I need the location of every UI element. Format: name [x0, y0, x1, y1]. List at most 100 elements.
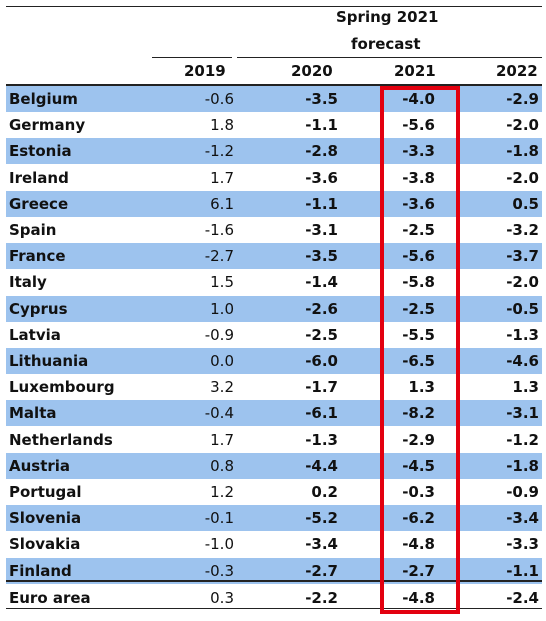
value-2021: -3.8	[402, 168, 435, 187]
value-2019: -0.9	[204, 325, 234, 344]
country-name: Latvia	[9, 325, 61, 344]
value-2020: -6.1	[305, 404, 338, 423]
value-2021: -3.6	[402, 194, 435, 213]
table-row: Germany 1.8 -1.1 -5.6 -2.0	[6, 112, 542, 138]
country-name: Luxembourg	[9, 378, 115, 397]
value-2021: -5.8	[402, 273, 435, 292]
table-row: Cyprus 1.0 -2.6 -2.5 -0.5	[6, 295, 542, 322]
value-2020: -1.1	[305, 194, 338, 213]
forecast-label-line2: forecast	[351, 35, 421, 53]
col-header-2021: 2021	[394, 62, 436, 80]
value-2020: -6.0	[305, 352, 338, 370]
country-name: Estonia	[9, 142, 72, 161]
country-name: Netherlands	[9, 430, 113, 449]
value-2019: 1.5	[210, 273, 234, 292]
value-2021: -3.3	[402, 142, 435, 161]
value-2022: -2.9	[506, 90, 539, 108]
bottom-rule	[6, 608, 542, 609]
value-2020: -1.4	[305, 273, 338, 292]
value-2020: -1.7	[305, 378, 338, 397]
value-2019: 0.3	[210, 588, 234, 607]
country-name: France	[9, 247, 66, 266]
table-row: Malta -0.4 -6.1 -8.2 -3.1	[6, 400, 542, 427]
value-2019: 1.0	[210, 299, 234, 318]
value-2021: -4.5	[402, 456, 435, 475]
value-2020: -1.1	[305, 116, 338, 135]
value-2020: -2.7	[305, 561, 338, 580]
col-header-2020: 2020	[291, 62, 333, 80]
country-name: Cyprus	[9, 299, 68, 318]
value-2020: 0.2	[311, 483, 338, 501]
value-2020: -3.1	[305, 221, 338, 239]
table-row: Finland -0.3 -2.7 -2.7 -1.1	[6, 557, 542, 584]
table-row: Greece 6.1 -1.1 -3.6 0.5	[6, 190, 542, 217]
table-row: Ireland 1.7 -3.6 -3.8 -2.0	[6, 165, 542, 191]
value-2020: -5.2	[305, 509, 338, 528]
value-2019: -0.6	[204, 90, 234, 108]
value-2021: -5.5	[402, 325, 435, 344]
year-left-rule	[152, 57, 232, 58]
value-2022: -2.0	[506, 116, 539, 135]
value-2022: -3.1	[506, 404, 539, 423]
table-row: Portugal 1.2 0.2 -0.3 -0.9	[6, 479, 542, 505]
value-2022: -0.9	[506, 483, 539, 501]
value-2019: -0.4	[204, 404, 234, 423]
table-row: Estonia -1.2 -2.8 -3.3 -1.8	[6, 138, 542, 165]
value-2022: -1.8	[506, 456, 539, 475]
value-2021: -2.5	[402, 221, 435, 239]
country-name: Finland	[9, 561, 72, 580]
value-2020: -1.3	[305, 430, 338, 449]
value-2019: 0.8	[210, 456, 234, 475]
table-row: Italy 1.5 -1.4 -5.8 -2.0	[6, 269, 542, 295]
value-2021: -2.7	[402, 561, 435, 580]
value-2022: -1.3	[506, 325, 539, 344]
value-2022: 1.3	[512, 378, 539, 397]
value-2019: -1.2	[204, 142, 234, 161]
table-row: Spain -1.6 -3.1 -2.5 -3.2	[6, 217, 542, 243]
value-2019: -0.3	[204, 561, 234, 580]
value-2020: -2.6	[305, 299, 338, 318]
value-2021: -2.5	[402, 299, 435, 318]
value-2019: 1.8	[210, 116, 234, 135]
country-name: Italy	[9, 273, 47, 292]
col-header-2019: 2019	[184, 62, 226, 80]
country-name: Portugal	[9, 483, 82, 501]
value-2022: -0.5	[506, 299, 539, 318]
value-2019: 1.2	[210, 483, 234, 501]
value-2022: -4.6	[506, 352, 539, 370]
value-2020: -3.5	[305, 247, 338, 266]
value-2021: -4.8	[402, 588, 435, 607]
country-name: Ireland	[9, 168, 69, 187]
value-2019: 0.0	[210, 352, 234, 370]
country-name: Austria	[9, 456, 71, 475]
country-name: Slovakia	[9, 535, 81, 554]
value-2019: 6.1	[210, 194, 234, 213]
value-2020: -4.4	[305, 456, 338, 475]
country-name: Lithuania	[9, 352, 89, 370]
value-2021: -6.5	[402, 352, 435, 370]
value-2022: -3.2	[506, 221, 539, 239]
value-2021: -6.2	[402, 509, 435, 528]
value-2020: -2.8	[305, 142, 338, 161]
value-2022: -2.0	[506, 273, 539, 292]
forecast-label-line1: Spring 2021	[336, 8, 439, 26]
value-2022: -1.1	[506, 561, 539, 580]
value-2019: 1.7	[210, 430, 234, 449]
value-2021: -8.2	[402, 404, 435, 423]
value-2020: -3.5	[305, 90, 338, 108]
highlight-2021-box	[380, 86, 460, 614]
col-header-2022: 2022	[496, 62, 538, 80]
table-row: Slovakia -1.0 -3.4 -4.8 -3.3	[6, 531, 542, 557]
value-2021: -5.6	[402, 247, 435, 266]
country-name: Euro area	[9, 588, 91, 607]
value-2019: -0.1	[204, 509, 234, 528]
value-2021: -2.9	[402, 430, 435, 449]
value-2021: -4.8	[402, 535, 435, 554]
value-2022: -1.2	[506, 430, 539, 449]
value-2021: -0.3	[402, 483, 435, 501]
value-2022: -2.4	[506, 588, 539, 607]
value-2022: -2.0	[506, 168, 539, 187]
value-2019: -1.0	[204, 535, 234, 554]
value-2020: -2.2	[305, 588, 338, 607]
value-2022: -3.7	[506, 247, 539, 266]
